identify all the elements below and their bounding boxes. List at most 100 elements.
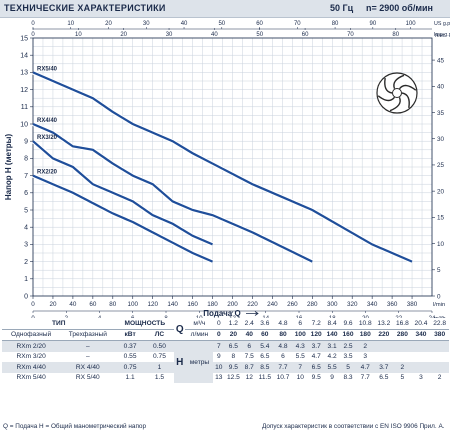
head-cell: 8.7	[244, 363, 254, 371]
m3h-tick-label: 14	[262, 316, 269, 318]
head-cell: 2	[400, 363, 405, 371]
y-tick-label: 8	[24, 156, 28, 163]
m3h-tick-label: 0	[31, 316, 35, 318]
head-cell: 6.5	[228, 342, 238, 350]
head-cell: 11.5	[258, 374, 271, 382]
table-row: RXm 5/40 RX 5/40 1.1 1.5 13 12.5 12 11.5 10.7 10 9…	[2, 373, 449, 384]
x-tick-label: 380	[407, 301, 418, 308]
model-single-phase: RXm 3/20	[16, 353, 46, 361]
m3h-tick-label: 2	[65, 316, 69, 318]
head-cell	[430, 362, 449, 373]
impgpm-unit-label: Imp g.p.m.	[434, 32, 450, 38]
x-tick-label: 340	[367, 301, 378, 308]
x-tick-label: 220	[247, 301, 258, 308]
impgpm-tick-label: 60	[302, 32, 309, 38]
power-kw: 1.1	[125, 374, 135, 382]
flow-cell: 0	[213, 318, 225, 330]
head-cell: 8.3	[343, 374, 353, 382]
impgpm-tick-label: 70	[347, 32, 354, 38]
flow-cell: 280	[393, 329, 412, 341]
head-cell	[393, 352, 412, 363]
power-header: МОЩНОСТЬ	[115, 318, 175, 330]
flow-cell: 340	[411, 329, 431, 341]
table-row: RXm 4/40 RX 4/40 0.75 1 10 9.5 8.7 8.5 7.7 7 6.5 5.…	[2, 362, 449, 373]
head-cell: 6.5	[260, 353, 270, 361]
flow-cell: 160	[340, 329, 356, 341]
impgpm-tick-label: 50	[256, 32, 263, 38]
m3h-tick-label: 24	[429, 316, 436, 318]
flow-cell: 6	[292, 318, 309, 330]
flow-cell: 22.8	[430, 318, 449, 330]
flow-cell: 1.2	[224, 318, 243, 330]
m3h-tick-label: 12	[229, 316, 236, 318]
power-hp: 1	[157, 363, 162, 371]
feet-tick-label: 5	[437, 267, 441, 274]
head-cell: 4.8	[278, 342, 288, 350]
x-tick-label: 360	[387, 301, 398, 308]
head-cell: 2	[363, 342, 368, 350]
m3h-tick-label: 8	[164, 316, 168, 318]
x-tick-label: 40	[69, 301, 77, 308]
feet-tick-label: 35	[437, 110, 445, 117]
usgpm-tick-label: 60	[256, 21, 263, 27]
head-cell: 10	[215, 363, 223, 371]
head-cell: 3.5	[343, 353, 353, 361]
y-tick-label: 7	[24, 173, 28, 180]
feet-tick-label: 10	[437, 241, 445, 248]
footer-tolerance: Допуск характеристик в соответствии с EN…	[262, 423, 445, 430]
series-label: RX4/40	[37, 118, 58, 124]
head-cell: 10	[296, 374, 304, 382]
y-tick-label: 10	[20, 121, 28, 128]
head-cell: 6.5	[311, 363, 321, 371]
head-cell	[412, 341, 431, 352]
q-unit-m3h: м³/ч	[185, 318, 214, 330]
y-tick-label: 5	[24, 207, 28, 214]
y-tick-label: 9	[24, 139, 28, 146]
series-label: RX2/20	[37, 170, 58, 176]
power-kw: 0.55	[123, 353, 137, 361]
flow-cell: 9.6	[340, 318, 356, 330]
m3h-tick-label: 10	[196, 316, 203, 318]
head-cell: 9.5	[311, 374, 321, 382]
y-tick-label: 6	[24, 190, 28, 197]
head-cell: 7	[216, 342, 221, 350]
frequency-label: 50 Гц	[330, 3, 354, 13]
m3h-tick-label: 4	[98, 316, 102, 318]
x-tick-label: 320	[347, 301, 358, 308]
x-unit-label: l/min	[433, 302, 445, 308]
impgpm-tick-label: 80	[392, 32, 399, 38]
y-tick-label: 4	[24, 225, 28, 232]
usgpm-unit-label: US g.p.m.	[434, 21, 450, 27]
model-three-phase: RX 5/40	[75, 374, 100, 382]
head-cell: 8.5	[260, 363, 270, 371]
x-tick-label: 300	[327, 301, 338, 308]
x-tick-label: 140	[167, 301, 178, 308]
x-tick-label: 280	[307, 301, 318, 308]
flow-cell: 10.8	[355, 318, 375, 330]
power-kw: 0.37	[123, 342, 137, 350]
y-tick-label: 14	[20, 53, 28, 60]
x-tick-label: 180	[207, 301, 218, 308]
usgpm-tick-label: 100	[406, 21, 417, 27]
h-unit: метры	[189, 358, 210, 366]
usgpm-tick-label: 0	[31, 21, 35, 27]
usgpm-tick-label: 50	[218, 21, 225, 27]
usgpm-tick-label: 40	[181, 21, 188, 27]
m3h-tick-label: 22	[395, 316, 402, 318]
impgpm-tick-label: 30	[166, 32, 173, 38]
head-cell: 5	[400, 374, 405, 382]
impgpm-tick-label: 40	[211, 32, 218, 38]
series-label: RX5/40	[37, 66, 58, 72]
power-kw: 0.75	[123, 363, 137, 371]
head-cell: 3.7	[311, 342, 321, 350]
head-cell: 12.5	[226, 374, 240, 382]
impgpm-tick-label: 20	[120, 32, 127, 38]
y-tick-label: 11	[21, 104, 28, 111]
m3h-tick-label: 16	[296, 316, 303, 318]
h-symbol: H	[176, 356, 184, 368]
head-cell: 2	[437, 374, 442, 382]
x-tick-label: 20	[49, 301, 57, 308]
head-cell: 6.5	[379, 374, 389, 382]
